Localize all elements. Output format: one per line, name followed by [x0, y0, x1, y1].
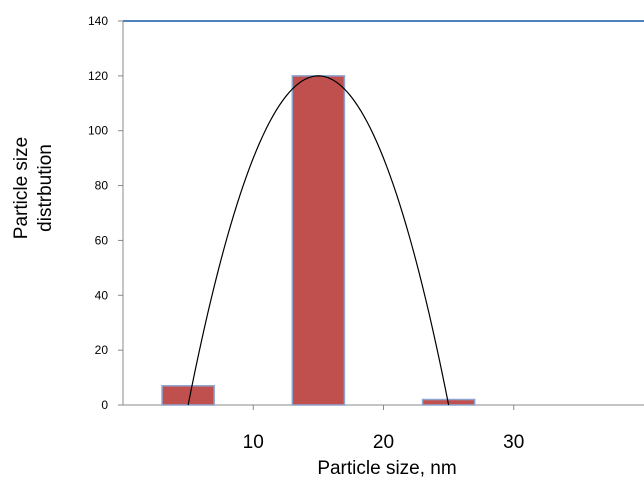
- bar: [291, 75, 346, 406]
- y-axis-label-line-2: distrbution: [35, 144, 56, 232]
- x-tick-label: 10: [243, 432, 264, 453]
- y-axis-ticks: 0 20 40 60 80 100 120 140: [88, 14, 123, 412]
- x-axis-ticks: 10 20 30: [243, 405, 524, 453]
- axes: [122, 20, 644, 406]
- y-tick-label: 40: [95, 288, 109, 302]
- bar: [161, 385, 215, 406]
- x-tick-label: 20: [373, 432, 394, 453]
- y-tick-label: 20: [95, 343, 109, 357]
- x-tick-label: 30: [503, 432, 524, 453]
- y-tick-label: 80: [95, 179, 109, 193]
- y-tick-label: 120: [88, 69, 108, 83]
- fit-curve: [187, 75, 450, 406]
- y-tick-label: 0: [101, 398, 108, 412]
- y-tick-label: 100: [88, 124, 108, 138]
- y-axis-label-line-1: Particle size: [11, 137, 32, 239]
- y-tick-label: 140: [88, 14, 108, 28]
- x-axis-label: Particle size, nm: [317, 458, 456, 479]
- bars: [161, 75, 476, 406]
- y-tick-label: 60: [95, 233, 109, 247]
